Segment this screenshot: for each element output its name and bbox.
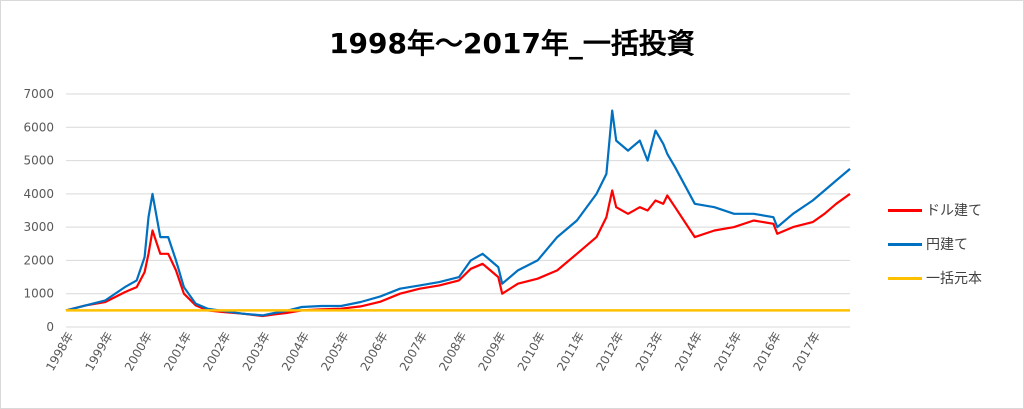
legend-swatch-dollar xyxy=(888,208,922,212)
y-tick-label: 5000 xyxy=(23,154,54,168)
x-tick-label: 2017年 xyxy=(790,330,823,374)
y-tick-label: 1000 xyxy=(23,287,54,301)
x-tick-label: 1998年 xyxy=(43,330,76,374)
legend-label-yen: 円建て xyxy=(926,237,968,253)
legend-swatch-principal xyxy=(888,276,922,280)
legend-label-principal: 一括元本 xyxy=(926,271,982,287)
x-tick-label: 2002年 xyxy=(200,330,233,374)
x-tick-label: 2010年 xyxy=(515,330,548,374)
x-tick-label: 2014年 xyxy=(672,330,705,374)
y-tick-label: 7000 xyxy=(23,87,54,101)
x-tick-label: 1999年 xyxy=(82,330,115,374)
y-tick-label: 4000 xyxy=(23,187,54,201)
x-tick-label: 2009年 xyxy=(475,330,508,374)
legend-label-dollar: ドル建て xyxy=(926,203,982,219)
legend-item-dollar: ドル建て xyxy=(888,193,1018,227)
legend-swatch-yen xyxy=(888,242,922,246)
y-tick-label: 0 xyxy=(46,320,54,334)
x-tick-label: 2013年 xyxy=(633,330,666,374)
x-tick-label: 2012年 xyxy=(593,330,626,374)
x-tick-label: 2007年 xyxy=(397,330,430,374)
x-tick-label: 2004年 xyxy=(279,330,312,374)
legend-item-yen: 円建て xyxy=(888,227,1018,261)
x-tick-label: 2008年 xyxy=(436,330,469,374)
legend: ドル建て 円建て 一括元本 xyxy=(888,193,1018,295)
y-tick-label: 6000 xyxy=(23,120,54,134)
y-tick-labels: 0 1000 2000 3000 4000 5000 6000 7000 xyxy=(23,87,54,334)
x-tick-label: 2000年 xyxy=(122,330,155,374)
y-tick-label: 3000 xyxy=(23,220,54,234)
series-line-yen xyxy=(65,109,851,317)
series-line-dollar xyxy=(65,189,851,318)
grid-lines xyxy=(66,93,850,328)
y-tick-label: 2000 xyxy=(23,253,54,267)
chart-title: 1998年～2017年_一括投資 xyxy=(329,27,695,60)
x-tick-label: 2006年 xyxy=(358,330,391,374)
x-tick-label: 2005年 xyxy=(318,330,351,374)
x-tick-label: 2001年 xyxy=(161,330,194,374)
x-tick-label: 2016年 xyxy=(751,330,784,374)
x-tick-label: 2015年 xyxy=(711,330,744,374)
legend-item-principal: 一括元本 xyxy=(888,261,1018,295)
x-tick-label: 2011年 xyxy=(554,330,587,374)
x-tick-label: 2003年 xyxy=(240,330,273,374)
series-lines xyxy=(65,109,851,318)
x-tick-labels: 1998年 1999年 2000年 2001年 2002年 2003年 2004年 2005年… xyxy=(43,330,823,374)
